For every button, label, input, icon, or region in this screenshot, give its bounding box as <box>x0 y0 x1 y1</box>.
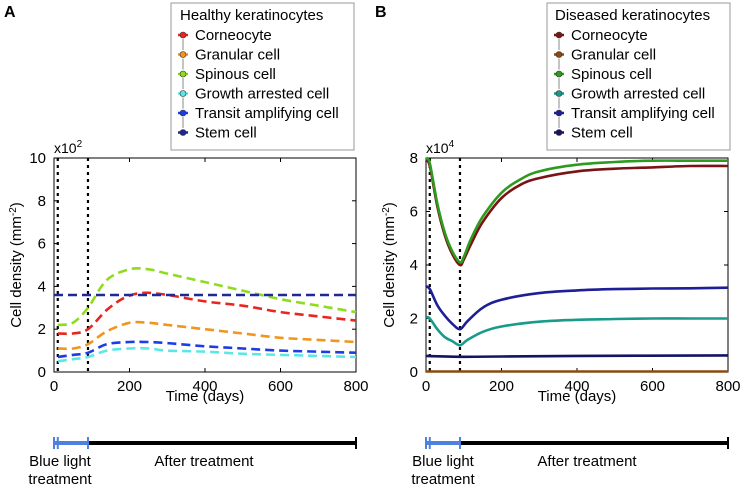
x-tick-label: 0 <box>50 378 58 395</box>
timeline-treatment-label-line1-a: Blue light <box>29 453 92 470</box>
legend-marker-icon <box>179 70 187 78</box>
timeline-treatment-label-line2-b: treatment <box>411 471 475 488</box>
legend-item-label: Transit amplifying cell <box>571 105 715 122</box>
y-axis-label-b: Cell density (mm-2) <box>381 202 398 328</box>
legend-item-label: Spinous cell <box>571 66 652 83</box>
series-spinous-cell-line <box>424 156 728 264</box>
legend-marker-icon <box>179 51 187 58</box>
legend-marker-icon <box>555 51 563 58</box>
legend-a: Healthy keratinocytes Corneocyte Granular… <box>170 2 355 151</box>
legend-title-a: Healthy keratinocytes <box>180 7 323 24</box>
x-tick-label: 200 <box>489 378 514 395</box>
legend-marker-icon <box>555 70 563 78</box>
legend-item-label: Corneocyte <box>571 27 648 44</box>
series-granular-cell-line <box>57 320 357 351</box>
legend-item-label: Transit amplifying cell <box>195 105 339 122</box>
series-growth-arrested-cell-line <box>425 315 728 347</box>
timeline-a <box>53 437 357 449</box>
x-axis-label-b: Time (days) <box>538 388 617 405</box>
legend-box-a <box>170 2 355 151</box>
x-tick-label: 400 <box>564 378 589 395</box>
legend-item-label: Growth arrested cell <box>195 86 329 103</box>
panel-b: B Diseased keratinocytes Corneocyte Granu… <box>375 2 741 405</box>
legend-box-b <box>546 2 731 151</box>
y-tick-label: 4 <box>410 257 418 274</box>
x-tick-label: 800 <box>715 378 740 395</box>
x-tick-label: 200 <box>117 378 142 395</box>
x-tick-label: 800 <box>343 378 368 395</box>
series-corneocyte-line <box>57 291 357 336</box>
y-tick-label: 6 <box>38 236 46 253</box>
y-axis-label-a: Cell density (mm-2) <box>8 202 25 328</box>
timeline-b <box>425 437 729 449</box>
y-tick-label: 0 <box>410 364 418 381</box>
legend-item-label: Growth arrested cell <box>571 86 705 103</box>
legend-item-label: Stem cell <box>195 125 257 142</box>
legend-item-label: Spinous cell <box>195 66 276 83</box>
legend-marker-icon <box>555 109 563 117</box>
series-growth-arrested-cell-line <box>57 346 357 363</box>
y-tick-label: 2 <box>410 311 418 328</box>
legend-marker-icon <box>555 129 563 136</box>
y-tick-label: 8 <box>410 150 418 167</box>
exponent-b: x104 <box>426 139 455 156</box>
panel-letter-a: A <box>4 4 16 21</box>
plot-frame-b <box>425 157 729 373</box>
x-tick-label: 400 <box>192 378 217 395</box>
timeline-treatment-label-line2-a: treatment <box>28 471 92 488</box>
legend-marker-icon <box>179 90 187 97</box>
series-spinous-cell-line <box>57 267 357 327</box>
panel-a: A Healthy keratinocytes Corneocyte Granul… <box>4 2 369 405</box>
legend-marker-icon <box>555 90 563 97</box>
series-stem-cell-line <box>425 354 729 359</box>
exponent-a: x102 <box>54 139 83 156</box>
legend-item-label: Stem cell <box>571 125 633 142</box>
panel-letter-b: B <box>375 4 387 21</box>
y-tick-label: 0 <box>38 364 46 381</box>
plot-frame-a <box>53 157 357 373</box>
y-tick-label: 8 <box>38 193 46 210</box>
y-tick-label: 6 <box>410 204 418 221</box>
x-tick-label: 600 <box>640 378 665 395</box>
y-tick-label: 2 <box>38 321 46 338</box>
legend-title-b: Diseased keratinocytes <box>555 7 710 24</box>
timeline-after-label-b: After treatment <box>537 453 637 470</box>
legend-item-label: Granular cell <box>195 47 280 64</box>
timeline-treatment-label-line1-b: Blue light <box>412 453 475 470</box>
y-tick-label: 4 <box>38 278 46 295</box>
series-transit-amplifying-cell-line <box>425 285 729 331</box>
y-tick-label: 10 <box>29 150 46 167</box>
legend-marker-icon <box>179 31 187 39</box>
legend-b: Diseased keratinocytes Corneocyte Granula… <box>546 2 731 151</box>
x-axis-label-a: Time (days) <box>166 388 245 405</box>
timeline-after-label-a: After treatment <box>154 453 254 470</box>
series-transit-amplifying-cell-line <box>57 340 357 359</box>
x-tick-label: 600 <box>268 378 293 395</box>
legend-marker-icon <box>179 129 187 136</box>
legend-marker-icon <box>555 31 563 39</box>
legend-item-label: Granular cell <box>571 47 656 64</box>
legend-item-label: Corneocyte <box>195 27 272 44</box>
x-tick-label: 0 <box>422 378 430 395</box>
legend-marker-icon <box>179 109 187 117</box>
